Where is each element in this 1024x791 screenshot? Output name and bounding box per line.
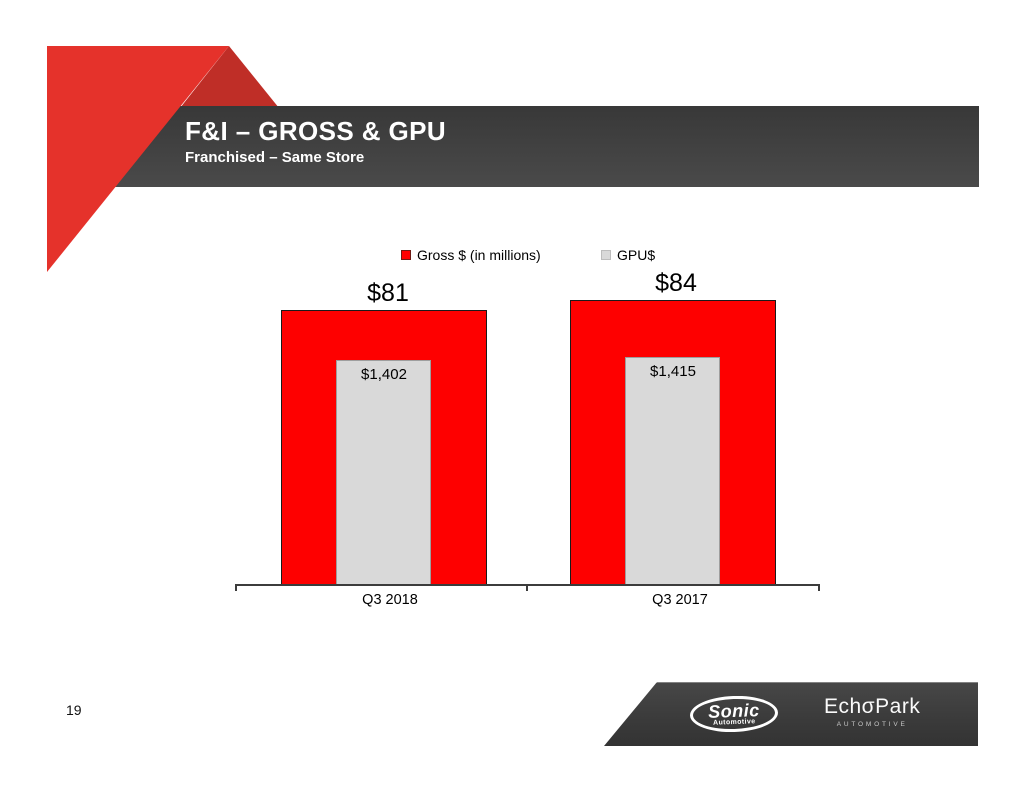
legend-item: GPU$ [601,247,655,263]
slide-subtitle: Franchised – Same Store [185,149,365,166]
echopark-logo-text: EchσPark [824,695,921,718]
sonic-oval-icon: Sonic Automotive [689,694,779,734]
axis-tick [235,584,237,591]
slide-title: F&I – GROSS & GPU [185,116,447,146]
axis-tick [526,584,528,591]
sonic-logo-tagline: Automotive [712,717,756,727]
legend-swatch [601,250,611,260]
echopark-logo-tagline: AUTOMOTIVE [836,721,908,728]
category-label: Q3 2018 [362,592,418,608]
gross-value-label: $81 [367,279,409,307]
gpu-bar [625,357,720,585]
footer-band: Sonic Automotive EchσPark AUTOMOTIVE [604,682,978,746]
legend-label: GPU$ [617,247,656,263]
axis-tick [818,584,820,591]
header-band: F&I – GROSS & GPU Franchised – Same Stor… [110,106,979,187]
page-number: 19 [66,702,82,718]
legend-item: Gross $ (in millions) [401,247,541,263]
echopark-logo: EchσPark AUTOMOTIVE [824,695,920,728]
corner-fold-icon [180,46,279,108]
gpu-bar [336,360,431,585]
corner-fold-shape [180,46,279,108]
sonic-automotive-logo: Sonic Automotive [689,694,779,734]
gpu-value-label: $1,415 [650,363,696,380]
legend-label: Gross $ (in millions) [417,247,541,263]
corner-triangle-icon [47,46,229,272]
sonic-logo-text: Sonic [707,699,760,722]
legend-swatch [401,250,411,260]
category-label: Q3 2017 [652,592,708,608]
corner-triangle-shape [47,46,229,272]
gross-value-label: $84 [655,269,697,297]
gpu-value-label: $1,402 [361,366,407,383]
